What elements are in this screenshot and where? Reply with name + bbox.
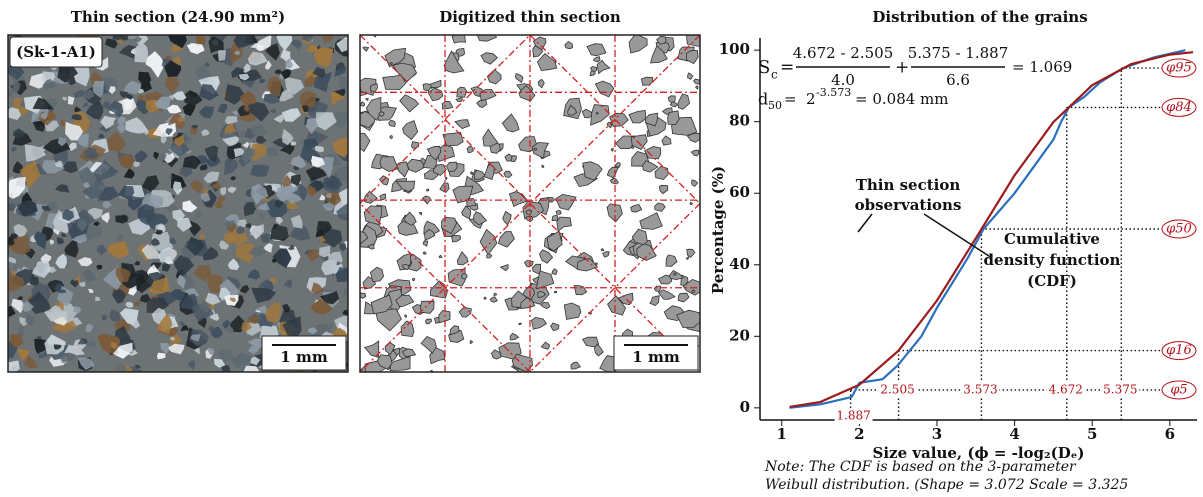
y-tick-label: 80 xyxy=(729,112,750,130)
percentile-value: 3.573 xyxy=(963,382,997,396)
formula-text: = xyxy=(784,90,797,108)
digitized-title: Digitized thin section xyxy=(439,8,621,26)
grain xyxy=(250,165,269,177)
percentile-value: 5.375 xyxy=(1103,382,1137,396)
grain-outline xyxy=(470,341,472,344)
x-tick-label: 2 xyxy=(854,425,864,443)
series-line xyxy=(790,52,1194,407)
formula-text: = 1.069 xyxy=(1012,58,1072,76)
formula-text: 6.6 xyxy=(946,71,970,89)
annotation: observations xyxy=(855,196,962,214)
formula-text: 2 xyxy=(806,90,816,108)
thin-section-photo xyxy=(1,24,360,379)
sample-label: (Sk-1-A1) xyxy=(16,43,96,61)
grain-outline xyxy=(412,278,414,280)
note-line: Note: The CDF is based on the 3-paramete… xyxy=(764,459,1077,475)
percentile-label: φ5 xyxy=(1170,382,1187,397)
percentile-label: φ50 xyxy=(1166,222,1192,237)
grain-outline xyxy=(447,162,458,171)
percentile-label: φ95 xyxy=(1166,61,1192,76)
x-tick-label: 1 xyxy=(777,425,787,443)
annotation-arrow xyxy=(858,214,872,232)
y-tick-label: 60 xyxy=(729,183,750,201)
figure: Thin section (24.90 mm²) Digitized thin … xyxy=(0,0,1203,497)
grain-outline xyxy=(611,148,613,151)
chart-title: Distribution of the grains xyxy=(872,8,1087,26)
annotation: Thin section xyxy=(856,176,961,194)
grain-outline xyxy=(601,249,604,251)
formula-text: -3.573 xyxy=(816,86,851,99)
y-tick-label: 40 xyxy=(729,255,750,273)
percentile-value: 2.505 xyxy=(880,382,914,396)
y-axis-label: Percentage (%) xyxy=(709,166,727,294)
photo-title: Thin section (24.90 mm²) xyxy=(71,8,285,26)
grain-outline xyxy=(519,323,522,325)
grain-outline xyxy=(420,301,434,313)
formula-text: S xyxy=(758,57,770,78)
x-tick-label: 3 xyxy=(932,425,942,443)
chart: 020406080100123456Size value, (ϕ = -log₂… xyxy=(709,38,1197,493)
grain-outline xyxy=(427,189,429,191)
annotation: Cumulative xyxy=(1004,230,1100,248)
scale-label: 1 mm xyxy=(280,348,328,366)
grain-outline xyxy=(445,177,447,179)
scale-label: 1 mm xyxy=(632,348,680,366)
grain-outline xyxy=(484,297,486,299)
formula-text: = 0.084 mm xyxy=(855,90,949,108)
percentile-value: 4.672 xyxy=(1049,382,1083,396)
grain-outline xyxy=(556,210,561,214)
formula-text: 5.375 - 1.887 xyxy=(908,44,1009,62)
percentile-value: 1.887 xyxy=(836,408,870,422)
grain-outline xyxy=(390,136,393,139)
grain-outline xyxy=(555,291,557,293)
annotation: (CDF) xyxy=(1027,272,1077,290)
formula-text: d xyxy=(758,90,768,109)
grain-outline xyxy=(534,148,537,150)
y-tick-label: 20 xyxy=(729,326,750,344)
y-tick-label: 0 xyxy=(740,398,750,416)
formula-text: 50 xyxy=(768,99,782,112)
grain-outline xyxy=(674,273,677,276)
grain-outline xyxy=(686,30,703,47)
y-tick-label: 100 xyxy=(719,40,750,58)
formula-text: 4.672 - 2.505 xyxy=(793,44,894,62)
note-line: Weibull distribution. (Shape = 3.072 Sca… xyxy=(765,477,1128,493)
x-tick-label: 4 xyxy=(1009,425,1019,443)
grain-outline xyxy=(461,273,467,279)
grain-outline xyxy=(366,98,368,100)
x-tick-label: 6 xyxy=(1165,425,1175,443)
grain-outline xyxy=(405,315,407,318)
grain xyxy=(218,50,226,61)
annotation: density function xyxy=(984,251,1121,269)
grain-outline xyxy=(390,62,392,64)
x-tick-label: 5 xyxy=(1087,425,1097,443)
percentile-label: φ16 xyxy=(1166,343,1192,358)
formula-text: c xyxy=(771,68,778,82)
grain-outline xyxy=(552,216,558,221)
digitized-image xyxy=(352,26,703,377)
percentile-label: φ84 xyxy=(1166,100,1192,115)
